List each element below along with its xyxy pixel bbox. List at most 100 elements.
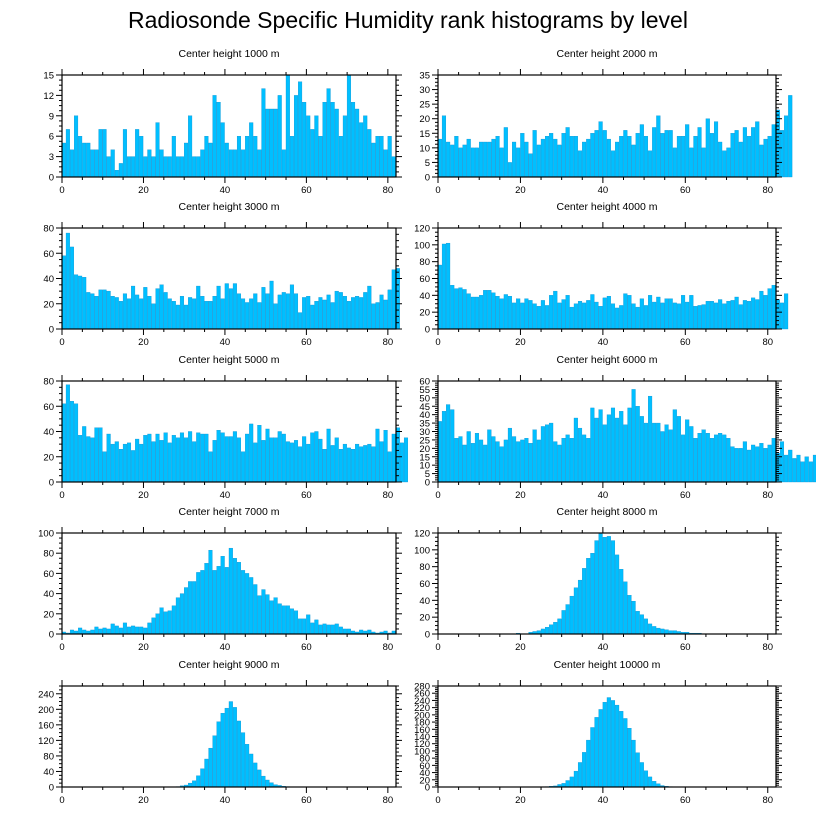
y-tick-label: 35 xyxy=(419,71,430,82)
bar xyxy=(689,426,694,483)
bar xyxy=(147,622,152,635)
y-tick-label: 40 xyxy=(419,768,430,779)
bar xyxy=(499,147,504,178)
bar xyxy=(143,287,148,330)
bar xyxy=(676,416,681,483)
bar xyxy=(155,122,160,178)
bar xyxy=(784,293,789,330)
bar xyxy=(586,438,591,483)
bar xyxy=(450,285,455,330)
bar xyxy=(446,404,451,483)
y-tick-label: 100 xyxy=(414,746,430,757)
x-tick-label: 20 xyxy=(138,642,149,653)
bar xyxy=(565,604,570,635)
x-tick-label: 0 xyxy=(59,490,64,501)
x-tick-label: 80 xyxy=(383,795,394,806)
y-tick-label: 0 xyxy=(425,325,430,336)
panel-3: Center height 3000 m 0 20 40 60 80 0 20 40 60 80 xyxy=(43,201,402,348)
bar xyxy=(212,735,217,788)
bar xyxy=(131,450,136,483)
bar xyxy=(314,301,319,330)
bar xyxy=(713,434,719,483)
bar xyxy=(265,594,270,635)
bar xyxy=(582,752,587,788)
bar xyxy=(175,597,180,635)
bar xyxy=(652,626,657,635)
bar xyxy=(245,136,250,178)
bar xyxy=(204,563,209,635)
bar xyxy=(763,448,768,483)
bar xyxy=(306,296,311,330)
bar xyxy=(338,449,343,483)
bar xyxy=(126,442,132,483)
bar xyxy=(298,312,303,330)
bar xyxy=(220,713,225,788)
bar xyxy=(512,436,517,483)
y-tick-label: 40 xyxy=(419,291,430,302)
panel-title: Center height 4000 m xyxy=(557,201,658,213)
bar xyxy=(507,296,512,330)
bar xyxy=(106,433,111,483)
bar xyxy=(693,438,698,483)
bar xyxy=(310,432,315,483)
bar xyxy=(224,436,229,483)
bar xyxy=(330,624,335,635)
bar xyxy=(110,443,115,483)
x-tick-label: 0 xyxy=(435,795,440,806)
bar xyxy=(228,288,233,330)
bar xyxy=(668,130,673,178)
bar xyxy=(379,136,384,178)
panel-title: Center height 2000 m xyxy=(557,48,658,60)
bar xyxy=(216,285,221,330)
bar xyxy=(582,302,587,330)
bar xyxy=(610,150,616,178)
bar xyxy=(685,301,690,330)
bar xyxy=(767,136,772,178)
bar xyxy=(792,458,797,483)
bar xyxy=(557,144,562,178)
bar xyxy=(273,437,278,483)
bar xyxy=(359,122,364,178)
y-tick-label: 10 xyxy=(419,461,430,472)
bar xyxy=(147,296,152,330)
bar xyxy=(273,597,278,635)
bar xyxy=(450,409,455,483)
bar xyxy=(553,622,558,635)
x-tick-label: 40 xyxy=(598,795,609,806)
bar xyxy=(342,628,347,635)
bar xyxy=(544,627,550,635)
bar xyxy=(643,618,648,635)
bar xyxy=(114,441,119,483)
bar xyxy=(196,775,201,788)
bar xyxy=(322,102,327,178)
x-tick-label: 20 xyxy=(138,795,149,806)
bar xyxy=(549,295,554,330)
bar xyxy=(656,296,661,330)
bar xyxy=(69,149,74,178)
x-tick-label: 0 xyxy=(59,795,64,806)
bar xyxy=(78,136,83,178)
bar xyxy=(487,141,492,178)
bar xyxy=(338,626,343,635)
bar xyxy=(220,122,225,178)
bar xyxy=(94,296,99,330)
bar xyxy=(705,433,710,483)
bar xyxy=(648,623,653,635)
bar xyxy=(334,623,339,635)
bar xyxy=(216,566,221,635)
bar xyxy=(224,707,229,788)
bar xyxy=(257,302,262,330)
bar xyxy=(318,438,323,483)
x-tick-label: 40 xyxy=(598,642,609,653)
bar xyxy=(755,446,760,483)
bar xyxy=(507,162,512,178)
bar xyxy=(163,156,168,178)
bar xyxy=(713,302,719,330)
bar xyxy=(338,292,343,330)
y-tick-label: 0 xyxy=(425,630,430,641)
bar xyxy=(241,451,246,483)
bar xyxy=(689,147,694,178)
bar xyxy=(660,302,665,330)
bar xyxy=(159,440,164,483)
bar xyxy=(289,284,294,330)
